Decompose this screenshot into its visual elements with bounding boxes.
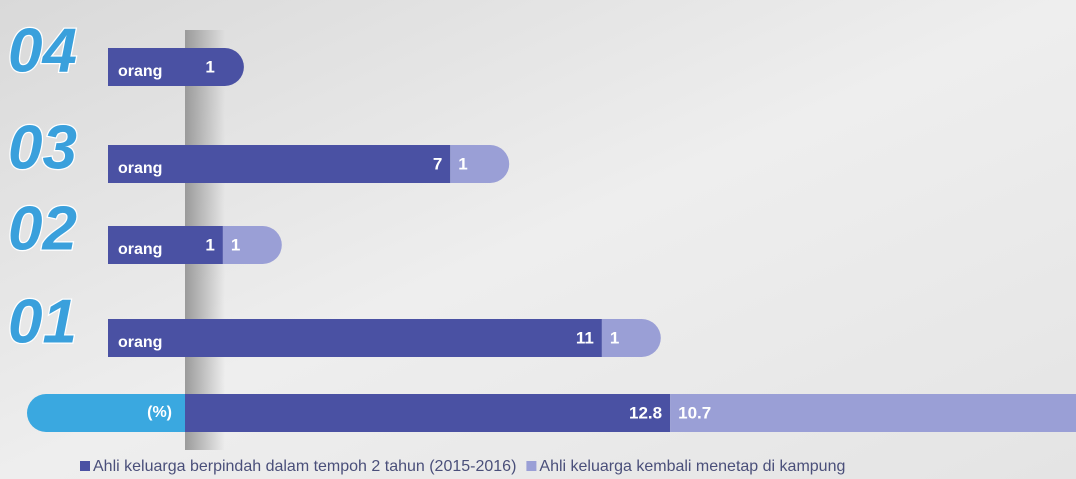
bar: [670, 394, 1076, 432]
unit-label: orang: [118, 241, 162, 258]
unit-box: [108, 226, 185, 264]
bar: [185, 48, 244, 86]
unit-label: orang: [118, 63, 162, 80]
bar: [185, 394, 671, 432]
category-label: 02: [8, 194, 77, 263]
unit-box: [108, 145, 185, 183]
bar: [185, 226, 223, 264]
value-label: 12.8: [629, 403, 662, 422]
legend-label: Ahli keluarga berpindah dalam tempoh 2 t…: [93, 458, 516, 475]
bar: [222, 226, 282, 264]
bar: [185, 319, 602, 357]
unit-label: orang: [118, 160, 162, 177]
unit-label: orang: [118, 334, 162, 351]
category-pill: [27, 394, 205, 432]
category-label: 04: [8, 16, 77, 85]
bar: [185, 145, 451, 183]
value-label: 7: [433, 154, 442, 173]
value-label: 11: [576, 328, 594, 347]
value-label: 1: [205, 235, 214, 254]
category-label: 03: [8, 113, 77, 182]
value-label: 1: [610, 328, 619, 347]
value-label: 10.7: [678, 403, 711, 422]
legend-swatch: [526, 461, 537, 471]
value-label: 1: [458, 154, 467, 173]
value-label: 1: [205, 57, 214, 76]
unit-box: [108, 319, 185, 357]
legend-swatch: [80, 461, 90, 471]
category-label: (%): [147, 404, 172, 421]
legend-label: Ahli keluarga kembali menetap di kampung: [539, 458, 845, 475]
value-label: 1: [231, 235, 240, 254]
category-label: 01: [8, 287, 77, 356]
unit-box: [108, 48, 185, 86]
bar: [601, 319, 661, 357]
bar: [450, 145, 510, 183]
